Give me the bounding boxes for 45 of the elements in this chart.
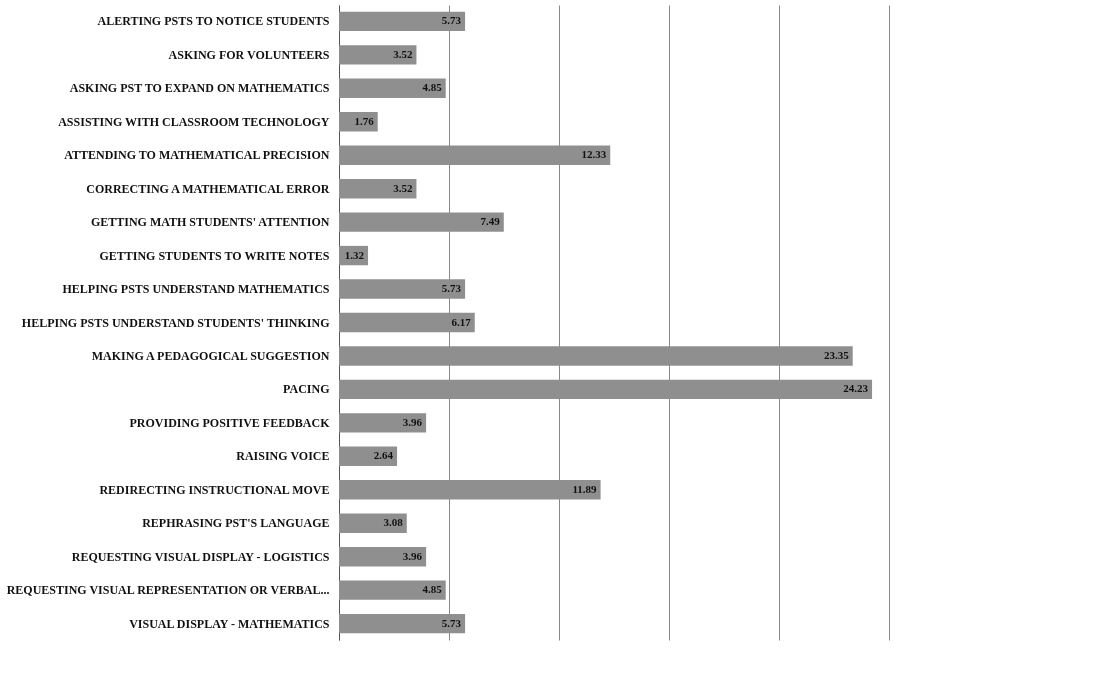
- y-tick-label: RAISING VOICE: [236, 449, 330, 464]
- data-label: 23.35: [823, 348, 850, 361]
- y-tick-label: ALERTING PSTS TO NOTICE STUDENTS: [97, 14, 330, 29]
- data-label: 3.52: [393, 181, 413, 194]
- bar: [339, 546, 427, 567]
- data-label: 3.96: [402, 549, 423, 562]
- y-tick-label: VISUAL DISPLAY - MATHEMATICS: [129, 616, 330, 631]
- bar: [339, 178, 417, 199]
- data-label: 4.85: [422, 583, 443, 596]
- bar: [339, 580, 446, 600]
- y-tick-label: ASKING PST TO EXPAND ON MATHEMATICS: [69, 81, 330, 96]
- y-tick-label: ATTENDING TO MATHEMATICAL PRECISION: [64, 148, 330, 163]
- data-label: 4.85: [422, 81, 443, 94]
- y-tick-label: PROVIDING POSITIVE FEEDBACK: [129, 415, 331, 430]
- y-tick-label: ASSISTING WITH CLASSROOM TECHNOLOGY: [58, 114, 330, 129]
- y-tick-label: ASKING FOR VOLUNTEERS: [168, 47, 330, 62]
- bar: [339, 45, 417, 65]
- data-label: 24.23: [843, 382, 869, 395]
- data-label: 1.76: [354, 114, 375, 127]
- data-label: 3.96: [402, 415, 423, 428]
- data-label: 7.49: [480, 215, 501, 228]
- data-label: 5.73: [441, 282, 462, 295]
- y-tick-label: REQUESTING VISUAL REPRESENTATION OR VERBAL...: [6, 583, 330, 598]
- data-label: 6.17: [451, 315, 472, 328]
- data-label: 12.33: [581, 148, 607, 161]
- y-tick-label: PACING: [283, 382, 330, 397]
- data-label: 5.73: [441, 616, 462, 629]
- data-label: 2.64: [373, 449, 394, 462]
- data-label: 11.89: [572, 482, 598, 495]
- data-label: 5.73: [441, 14, 462, 27]
- bar: [339, 413, 427, 433]
- bar: [339, 78, 446, 99]
- y-tick-label: CORRECTING A MATHEMATICAL ERROR: [86, 181, 330, 196]
- data-label: 3.08: [383, 516, 404, 529]
- y-tick-label: GETTING MATH STUDENTS' ATTENTION: [90, 215, 330, 230]
- y-tick-label: GETTING STUDENTS TO WRITE NOTES: [99, 248, 330, 263]
- y-tick-label: REPHRASING PST'S LANGUAGE: [142, 516, 330, 531]
- y-tick-label: REQUESTING VISUAL DISPLAY - LOGISTICS: [71, 549, 330, 564]
- y-tick-label: MAKING A PEDAGOGICAL SUGGESTION: [91, 348, 330, 363]
- y-tick-label: REDIRECTING INSTRUCTIONAL MOVE: [99, 482, 330, 497]
- y-tick-label: HELPING PSTS UNDERSTAND MATHEMATICS: [62, 282, 330, 297]
- data-label: 3.52: [393, 47, 413, 60]
- bar: [339, 513, 407, 533]
- y-tick-label: HELPING PSTS UNDERSTAND STUDENTS' THINKING: [21, 315, 330, 330]
- data-label: 1.32: [344, 248, 365, 261]
